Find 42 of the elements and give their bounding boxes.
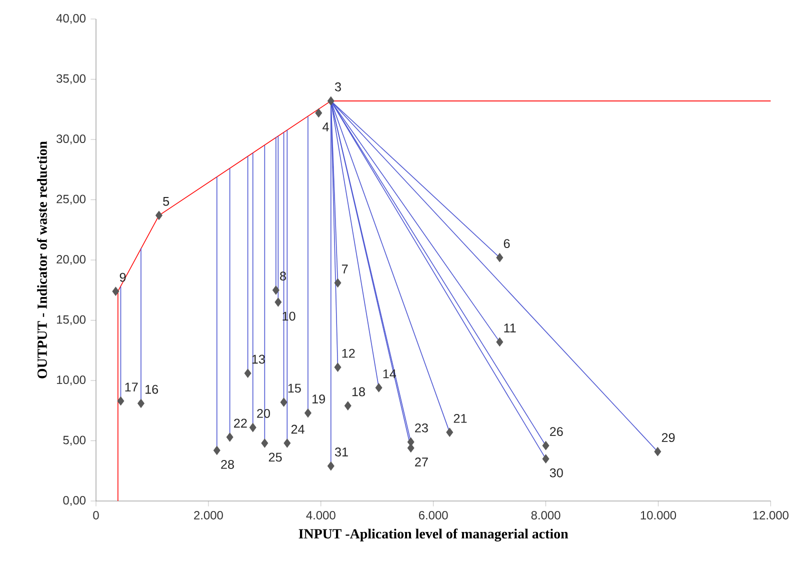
y-tick-label: 0,00 xyxy=(63,496,86,506)
annotation: 3 xyxy=(334,82,341,92)
y-tick-label: 40,00 xyxy=(56,14,86,24)
y-tick-label: 25,00 xyxy=(56,194,86,205)
annotation: 17 xyxy=(125,382,138,392)
annotation: 24 xyxy=(291,424,304,434)
y-tick-label: 35,00 xyxy=(56,74,86,84)
annotation: 4 xyxy=(322,122,329,132)
annotation: 5 xyxy=(163,197,170,206)
annotation: 9 xyxy=(120,272,126,282)
x-tick-label: 4.000 xyxy=(306,511,336,520)
annotation: 16 xyxy=(146,384,158,394)
y-tick-label: 15,00 xyxy=(56,315,86,326)
y-tick-label: 20,00 xyxy=(56,255,86,265)
annotation: 18 xyxy=(352,387,365,396)
annotation: 19 xyxy=(312,394,325,404)
annotation: 29 xyxy=(662,433,675,442)
annotation: 30 xyxy=(550,468,563,478)
x-tick-label: 0 xyxy=(93,511,99,520)
annotation: 7 xyxy=(342,264,348,274)
y-tick-label: 5,00 xyxy=(63,436,86,446)
annotation: 28 xyxy=(221,460,234,469)
annotation: 22 xyxy=(234,418,247,428)
annotation: 25 xyxy=(268,452,282,462)
annotation: 21 xyxy=(454,414,467,423)
y-tick-label: 10,00 xyxy=(56,376,86,386)
annotation: 26 xyxy=(550,427,563,436)
annotation: 6 xyxy=(504,239,510,248)
x-tick-label: 10.000 xyxy=(640,511,676,520)
x-tick-label: 2.000 xyxy=(194,511,223,520)
x-tick-label: 8.000 xyxy=(531,511,560,520)
annotation: 31 xyxy=(334,448,348,456)
annotation: 12 xyxy=(342,348,355,358)
annotation: 27 xyxy=(415,458,428,466)
annotation: 15 xyxy=(288,384,301,393)
annotation: 23 xyxy=(415,423,428,432)
x-axis-title: INPUT -Aplication level of managerial action xyxy=(298,528,568,542)
x-tick-label: 12.000 xyxy=(753,511,788,520)
y-tick-label: 30,00 xyxy=(56,134,86,144)
annotation: 11 xyxy=(504,324,516,332)
y-axis-title: OUTPUT - Indicator of waste reduction xyxy=(36,141,47,378)
x-tick-label: 6.000 xyxy=(418,511,448,520)
